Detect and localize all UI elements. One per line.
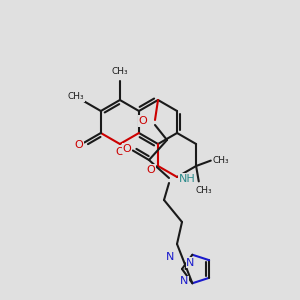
Text: O: O xyxy=(122,143,131,154)
Text: N: N xyxy=(180,276,189,286)
Text: CH₃: CH₃ xyxy=(112,67,128,76)
Text: O: O xyxy=(75,140,84,151)
Text: CH₃: CH₃ xyxy=(213,156,230,165)
Text: O: O xyxy=(116,147,124,157)
Text: O: O xyxy=(147,165,155,175)
Text: O: O xyxy=(138,116,147,126)
Text: NH: NH xyxy=(179,174,196,184)
Text: N: N xyxy=(166,252,174,262)
Text: N: N xyxy=(186,258,195,268)
Text: CH₃: CH₃ xyxy=(68,92,85,101)
Text: CH₃: CH₃ xyxy=(196,186,212,195)
